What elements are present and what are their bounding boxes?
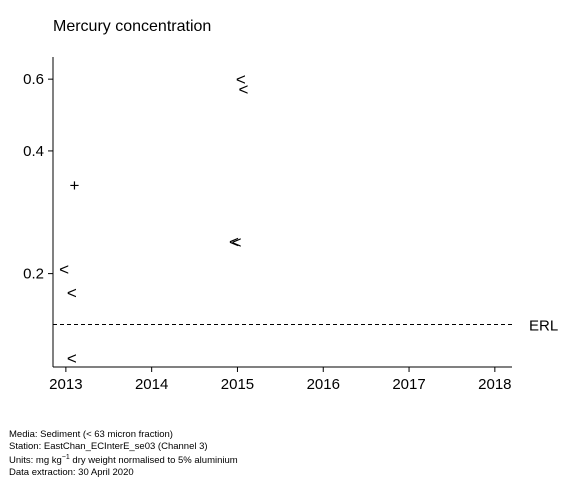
x-tick-label: 2013 [49,376,82,393]
data-point: + [69,176,79,195]
footer-units-suffix: dry weight normalised to 5% aluminium [69,455,238,467]
data-point: < [67,283,77,302]
data-marks: <<<+<<<< [59,70,248,368]
footer-media: Media: Sediment (< 63 micron fraction) [9,429,173,440]
footer-notes: Media: Sediment (< 63 micron fraction) S… [9,429,238,478]
footer-units-prefix: Units: mg kg [9,455,62,467]
axes: 2013 2014 2015 2016 2017 2018 0.2 0.4 0.6 [23,57,512,393]
y-tick-label: 0.6 [23,71,44,88]
x-tick-label: 2017 [392,376,425,393]
footer-units-exponent: −1 [61,454,70,461]
y-tick-label: 0.4 [23,143,44,160]
erl-label: ERL [529,318,558,335]
data-point: < [238,80,248,99]
data-point: < [59,260,69,279]
data-point: < [232,233,242,252]
reference-lines: ERL [53,318,558,335]
footer-extraction: Data extraction: 30 April 2020 [9,466,134,478]
footer-units: Units: mg kg−1 dry weight normalised to … [9,452,238,467]
y-tick-label: 0.2 [23,266,44,283]
x-tick-label: 2016 [307,376,340,393]
data-point: < [229,232,239,251]
footer-station: Station: EastChan_ECInterE_se03 (Channel… [9,440,208,452]
x-tick-label: 2018 [478,376,511,393]
x-tick-label: 2015 [221,376,254,393]
chart-title: Mercury concentration [53,18,212,35]
data-point: < [67,349,77,368]
x-tick-label: 2014 [135,376,168,393]
data-point: < [236,70,246,89]
